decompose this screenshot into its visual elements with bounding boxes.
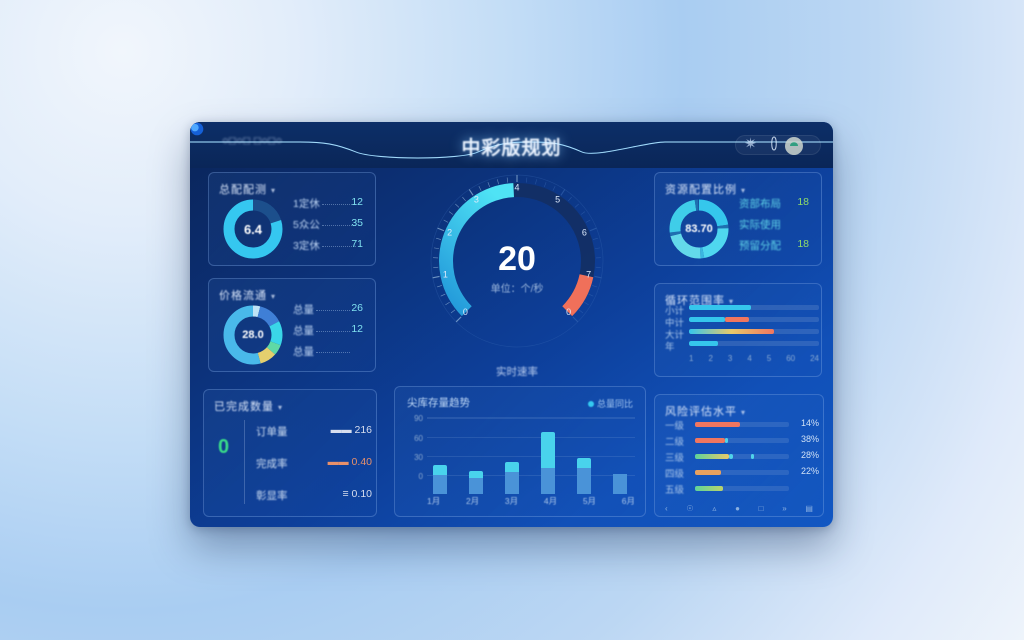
svg-text:0: 0: [566, 307, 571, 317]
svg-text:3: 3: [474, 195, 479, 205]
svg-text:2: 2: [447, 227, 452, 237]
svg-text:5: 5: [555, 195, 560, 205]
svg-text:6: 6: [582, 227, 587, 237]
svg-text:0: 0: [463, 307, 468, 317]
svg-text:4: 4: [514, 182, 519, 192]
